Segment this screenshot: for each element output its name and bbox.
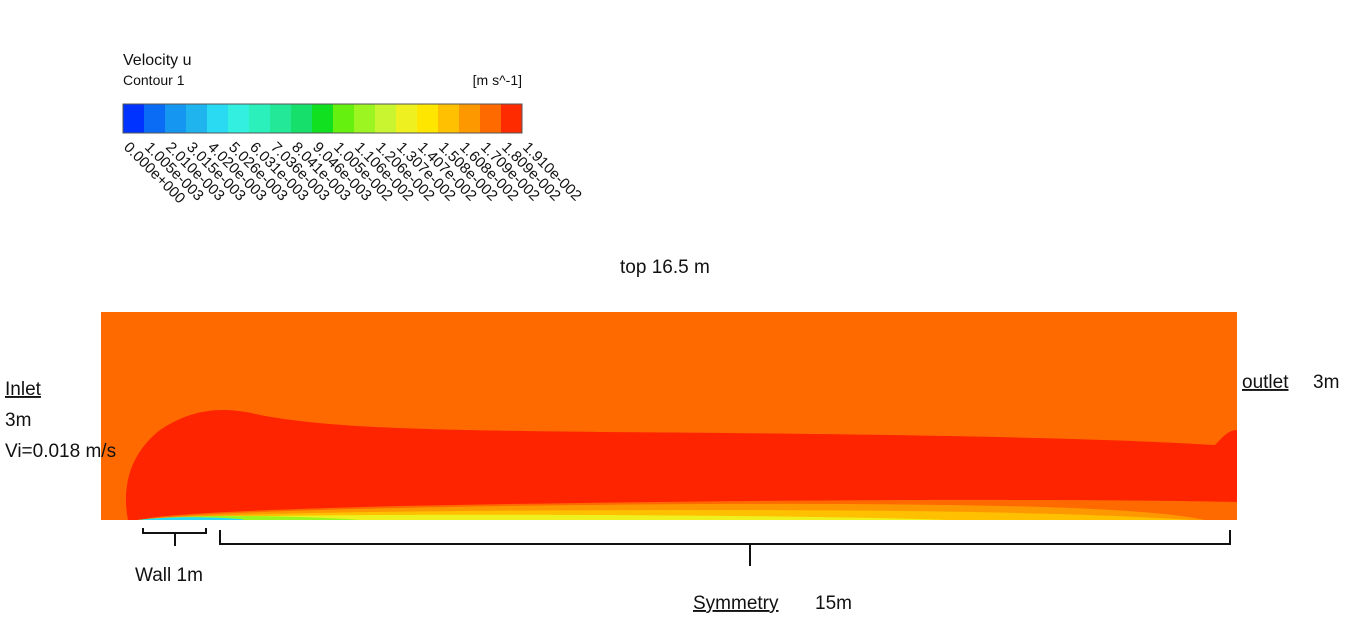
colorbar-segment bbox=[144, 104, 166, 133]
colorbar-segment bbox=[291, 104, 313, 133]
colorbar-segment bbox=[459, 104, 481, 133]
legend-subtitle: Contour 1 bbox=[123, 72, 185, 88]
colorbar-frame bbox=[122, 103, 523, 134]
legend-unit: [m s^-1] bbox=[473, 72, 522, 88]
legend-title: Velocity u bbox=[123, 52, 191, 69]
colorbar bbox=[123, 104, 523, 133]
outlet-height: 3m bbox=[1313, 372, 1339, 393]
symmetry-length: 15m bbox=[815, 593, 852, 614]
colorbar-segment bbox=[270, 104, 292, 133]
inlet-height: 3m bbox=[5, 410, 31, 431]
colorbar-segment bbox=[249, 104, 271, 133]
colorbar-segment bbox=[354, 104, 376, 133]
inlet-velocity: Vi=0.018 m/s bbox=[5, 441, 116, 462]
colorbar-segment bbox=[396, 104, 418, 133]
contour-band bbox=[138, 517, 245, 520]
colorbar-segment bbox=[312, 104, 334, 133]
colorbar-segment bbox=[501, 104, 523, 133]
outlet-label: outlet bbox=[1242, 372, 1289, 393]
colorbar-segment bbox=[207, 104, 229, 133]
symmetry-bracket bbox=[219, 530, 1231, 566]
wall-bracket bbox=[142, 528, 207, 546]
colorbar-segment bbox=[438, 104, 460, 133]
colorbar-segment bbox=[228, 104, 250, 133]
colorbar-segment bbox=[186, 104, 208, 133]
contour-field bbox=[101, 312, 1237, 520]
colorbar-segment bbox=[123, 104, 145, 133]
colorbar-segment bbox=[375, 104, 397, 133]
wall-label: Wall 1m bbox=[135, 565, 203, 586]
colorbar-segment bbox=[480, 104, 502, 133]
symmetry-label: Symmetry bbox=[693, 593, 779, 614]
contour-band bbox=[125, 410, 1237, 520]
colorbar-segment bbox=[165, 104, 187, 133]
colorbar-segment bbox=[417, 104, 439, 133]
colorbar-segment bbox=[333, 104, 355, 133]
top-label: top 16.5 m bbox=[620, 257, 710, 278]
colorbar-labels: 0.000e+0001.005e-0032.010e-0033.015e-003… bbox=[120, 139, 585, 207]
inlet-label: Inlet bbox=[5, 379, 42, 400]
